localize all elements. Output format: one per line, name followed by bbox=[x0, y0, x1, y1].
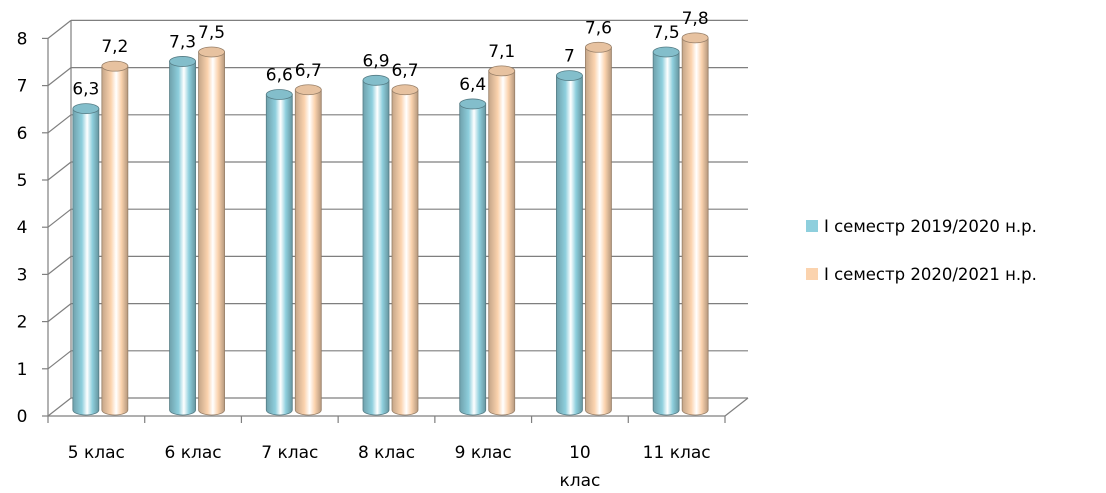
gridline-diag-5 bbox=[47, 161, 72, 181]
bar-1-1 bbox=[198, 51, 225, 416]
bar-top-0-4 bbox=[459, 98, 487, 110]
x-tick-label-2: 7 клас bbox=[261, 443, 318, 463]
x-tick-label-4: 9 клас bbox=[455, 443, 512, 463]
bar-0-6 bbox=[652, 51, 680, 416]
legend-label-series-2: I семестр 2020/2021 н.р. bbox=[824, 264, 1037, 284]
data-label-0-3: 6,9 bbox=[362, 51, 389, 71]
legend-item-series-2: I семестр 2020/2021 н.р. bbox=[806, 263, 1037, 285]
data-labels: 6,37,2 7,3 7,56,6 6,7 6,9 6,76,47,1 77,6 7,57,8 bbox=[72, 9, 708, 100]
data-label-0-4: 6,4 bbox=[459, 75, 486, 95]
gridline-diag-1 bbox=[47, 350, 72, 370]
bar-top-0-3 bbox=[362, 74, 390, 86]
data-label-1-6: 7,8 bbox=[682, 9, 709, 29]
gridline-diag-8 bbox=[47, 19, 72, 39]
gridline-diag-4 bbox=[47, 208, 72, 228]
legend-swatch-series-1 bbox=[806, 220, 818, 232]
data-label-1-1: 7,5 bbox=[198, 23, 225, 43]
x-tick-label-3: 8 клас bbox=[358, 443, 415, 463]
data-label-0-1: 7,3 bbox=[169, 32, 196, 52]
y-tick-label-3: 3 bbox=[17, 265, 28, 285]
data-label-1-5: 7,6 bbox=[585, 18, 612, 38]
bar-0-0 bbox=[72, 108, 100, 416]
bar-1-2 bbox=[294, 89, 322, 416]
bar-1-0 bbox=[101, 65, 129, 416]
data-label-0-5: 7 bbox=[564, 47, 575, 67]
data-label-0-2: 6,6 bbox=[266, 65, 293, 85]
bar-1-5 bbox=[585, 46, 612, 416]
bar-top-0-1 bbox=[169, 56, 196, 67]
data-label-1-3: 6,7 bbox=[391, 61, 418, 81]
y-tick-label-7: 7 bbox=[17, 77, 28, 97]
bar-top-0-6 bbox=[652, 46, 680, 58]
legend: I семестр 2019/2020 н.р. I семестр 2020/… bbox=[806, 215, 1037, 311]
bar-1-3 bbox=[391, 89, 419, 416]
data-label-1-2: 6,7 bbox=[295, 61, 322, 81]
gridline-diag-3 bbox=[47, 255, 72, 275]
x-tick-label-0: 5 клас bbox=[68, 443, 125, 463]
bar-0-1 bbox=[169, 61, 196, 416]
data-label-0-0: 6,3 bbox=[72, 80, 99, 100]
legend-item-series-1: I семестр 2019/2020 н.р. bbox=[806, 215, 1037, 237]
bar-0-2 bbox=[265, 94, 293, 416]
bar-1-4 bbox=[488, 70, 516, 416]
x-tick-label-6: 11 клас bbox=[643, 443, 711, 463]
data-label-0-6: 7,5 bbox=[653, 23, 680, 43]
y-tick-label-5: 5 bbox=[17, 171, 28, 191]
bar-top-1-0 bbox=[101, 60, 129, 72]
legend-swatch-series-2 bbox=[806, 268, 818, 280]
bar-top-0-2 bbox=[265, 89, 293, 100]
x-tick-label-5-1: клас bbox=[559, 471, 600, 491]
bar-top-1-4 bbox=[488, 65, 516, 77]
y-tick-label-1: 1 bbox=[17, 360, 28, 380]
floor-right-edge bbox=[724, 397, 749, 417]
gridline-diag-6 bbox=[47, 114, 72, 134]
bar-top-1-5 bbox=[585, 41, 612, 53]
y-tick-label-0: 0 bbox=[17, 407, 28, 427]
bar-1-6 bbox=[681, 37, 709, 416]
data-label-1-4: 7,1 bbox=[488, 42, 515, 62]
axes: 0 1 2 3 4 5 6 7 8 5 клас 6 клас 7 клас 8 клас 9 клас 1… bbox=[17, 20, 749, 491]
bar-top-0-0 bbox=[72, 103, 100, 115]
legend-label-series-1: I семестр 2019/2020 н.р. bbox=[824, 216, 1037, 236]
data-label-1-0: 7,2 bbox=[101, 37, 128, 57]
bar-0-3 bbox=[362, 79, 390, 416]
gridline-diag-2 bbox=[47, 303, 72, 323]
gridline-diag-0 bbox=[47, 397, 72, 417]
bar-0-4 bbox=[459, 103, 487, 416]
y-tick-label-2: 2 bbox=[17, 313, 28, 333]
bar-top-1-1 bbox=[198, 46, 225, 58]
y-tick-label-6: 6 bbox=[17, 124, 28, 144]
gridline-diag-7 bbox=[47, 67, 72, 87]
bar-top-1-2 bbox=[294, 84, 322, 96]
x-tick-label-5-0: 10 bbox=[569, 443, 591, 463]
bar-0-5 bbox=[556, 75, 583, 416]
x-tick-label-1: 6 клас bbox=[165, 443, 222, 463]
bar-top-1-6 bbox=[681, 32, 709, 44]
bar-top-1-3 bbox=[391, 84, 419, 96]
y-tick-label-8: 8 bbox=[17, 29, 28, 49]
bar-top-0-5 bbox=[556, 70, 583, 81]
bars bbox=[72, 32, 709, 416]
y-tick-label-4: 4 bbox=[17, 218, 28, 238]
